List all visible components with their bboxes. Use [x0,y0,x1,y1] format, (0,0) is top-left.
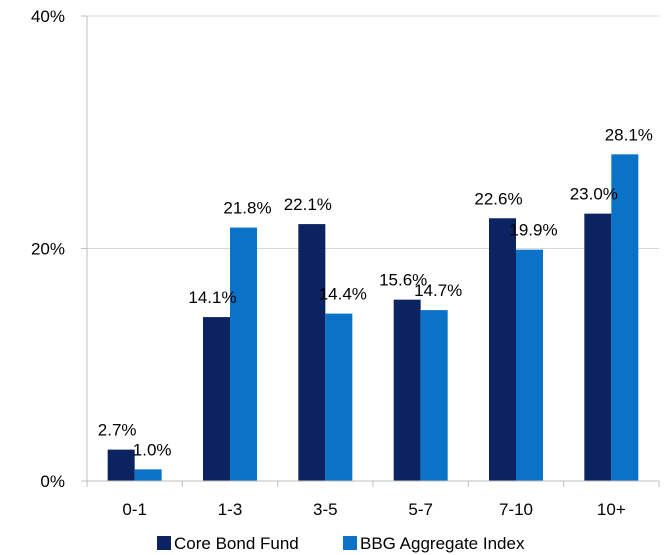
x-category-label-0-1: 0-1 [122,500,147,519]
bar-core-bond-fund-10 [584,213,612,481]
bar-core-bond-fund-1-3 [203,317,230,481]
bar-core-bond-fund-7-10 [489,218,516,481]
legend-swatch-core-bond-fund [157,536,171,550]
legend-label-core-bond-fund: Core Bond Fund [174,534,299,553]
bar-bbg-aggregate-index-0-1 [134,469,162,481]
data-label-core-bond-fund-1-3: 14.1% [188,288,236,307]
gridlines [87,15,659,249]
data-label-core-bond-fund-5-7: 15.6% [379,271,427,290]
y-tick-label-40: 40% [31,7,65,26]
data-labels: 2.7%1.0% 14.1% 21.8% 22.1% 14.4% 15.6%14.7% 22… [98,125,653,459]
data-label-core-bond-fund-7-10: 22.6% [474,189,522,208]
bars [107,154,639,481]
data-label-bbg-aggregate-index-10: 28.1% [605,125,653,144]
axes [81,15,660,487]
bar-bbg-aggregate-index-7-10 [516,249,543,481]
y-tick-label-20: 20% [31,240,65,259]
y-tick-label-0: 0% [40,472,65,491]
data-label-core-bond-fund-3-5: 22.1% [284,195,332,214]
bar-bbg-aggregate-index-5-7 [420,310,448,481]
x-category-label-5-7: 5-7 [408,500,433,519]
x-category-labels: 0-1 1-3 3-5 5-7 7-10 10+ [122,500,625,519]
bar-core-bond-fund-0-1 [107,449,135,481]
data-label-bbg-aggregate-index-7-10: 19.9% [509,221,557,240]
data-label-bbg-aggregate-index-3-5: 14.4% [319,285,367,304]
bar-core-bond-fund-3-5 [298,224,326,481]
bar-core-bond-fund-5-7 [393,299,421,481]
x-category-label-3-5: 3-5 [313,500,338,519]
data-label-bbg-aggregate-index-0-1: 1.0% [133,440,172,459]
x-category-label-7-10: 7-10 [499,500,533,519]
y-tick-labels: 0% 20% 40% [31,7,65,491]
data-label-core-bond-fund-10: 23.0% [570,185,618,204]
x-category-label-10: 10+ [597,500,626,519]
data-label-core-bond-fund-0-1: 2.7% [98,421,137,440]
x-category-label-1-3: 1-3 [218,500,243,519]
data-label-bbg-aggregate-index-5-7: 14.7% [414,281,462,300]
legend-swatch-bbg-aggregate-index [343,536,357,550]
legend: Core Bond Fund BBG Aggregate Index [157,534,525,553]
data-label-bbg-aggregate-index-1-3: 21.8% [223,199,271,218]
bar-bbg-aggregate-index-10 [611,154,639,481]
bar-bbg-aggregate-index-1-3 [230,227,257,481]
legend-label-bbg-aggregate-index: BBG Aggregate Index [360,534,525,553]
bar-bbg-aggregate-index-3-5 [325,313,353,481]
